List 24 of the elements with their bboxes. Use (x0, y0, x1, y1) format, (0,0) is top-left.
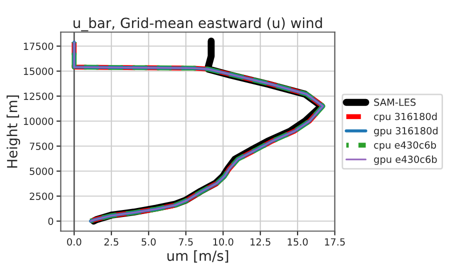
x-tick-label: 7.5 (178, 238, 193, 246)
chart-title: u_bar, Grid-mean eastward (u) wind (74, 17, 322, 32)
legend-label: SAM-LES (374, 98, 416, 106)
y-tick-label: 7500 (30, 142, 54, 150)
y-tick-label: 0 (48, 218, 54, 225)
y-tick-label: 2500 (30, 192, 54, 200)
x-tick-label: 12.5 (250, 238, 270, 246)
y-tick-label: 10000 (24, 118, 54, 125)
x-tick-label: 10.0 (213, 238, 234, 246)
y-axis-title: Height [m] (6, 95, 20, 168)
x-tick-label: 17.5 (325, 238, 345, 246)
y-tick-label: 17500 (24, 42, 54, 50)
x-tick-label: 5.0 (142, 238, 156, 246)
x-tick-label: 0.0 (67, 238, 82, 246)
x-tick-label: 2.5 (104, 238, 118, 246)
x-tick-label: 15.0 (288, 238, 308, 246)
legend-label: cpu 316180d (374, 112, 437, 122)
legend-label: cpu e430c6b (374, 141, 436, 151)
legend-label: gpu 316180d (374, 126, 438, 136)
y-tick-label: 12500 (24, 92, 54, 100)
legend-label: gpu e430c6b (374, 155, 437, 165)
y-tick-label: 15000 (24, 68, 54, 75)
y-tick-label: 5000 (30, 168, 54, 175)
x-axis-title: um [m/s] (167, 250, 228, 263)
